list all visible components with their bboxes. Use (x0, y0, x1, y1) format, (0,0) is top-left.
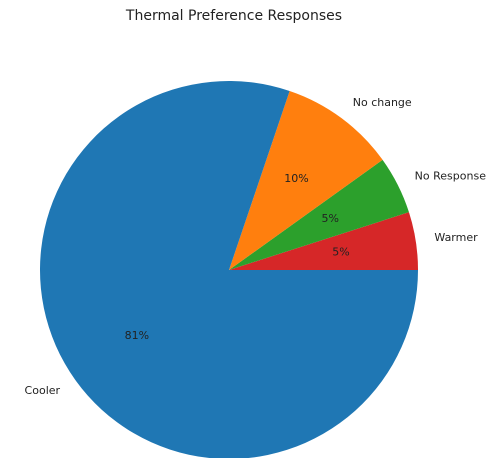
pie-category-label-cooler: Cooler (25, 384, 61, 397)
pie-pct-label-no-response: 5% (322, 212, 339, 225)
pie-category-label-no-response: No Response (415, 169, 487, 182)
pie-pct-label-warmer: 5% (332, 245, 349, 258)
pie-category-labels: Warmer No Response No change Cooler (25, 96, 487, 397)
pie-percent-labels: 5% 5% 10% 81% (125, 172, 350, 342)
pie-slices (40, 81, 418, 458)
pie-pct-label-no-change: 10% (284, 172, 308, 185)
pie-slice-cooler (40, 81, 418, 458)
pie-slice-no-response (229, 159, 409, 270)
pie-slice-warmer (229, 212, 418, 270)
pie-category-label-warmer: Warmer (434, 231, 478, 244)
chart-title: Thermal Preference Responses (125, 8, 343, 24)
pie-pct-label-cooler: 81% (125, 329, 149, 342)
pie-slice-no-change (229, 90, 383, 270)
pie-category-label-no-change: No change (353, 96, 412, 109)
